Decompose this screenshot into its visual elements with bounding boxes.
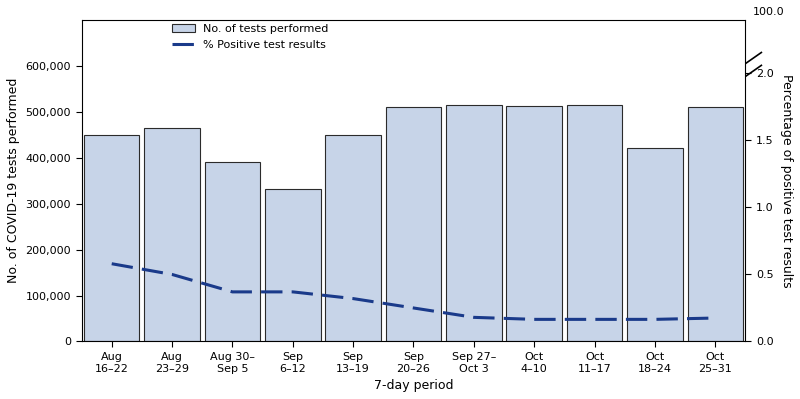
Bar [506, 106, 562, 342]
Text: 100.0: 100.0 [752, 7, 784, 17]
Bar [386, 107, 442, 342]
Bar [205, 162, 260, 342]
Y-axis label: Percentage of positive test results: Percentage of positive test results [780, 74, 793, 287]
Bar [84, 134, 139, 342]
Bar [566, 105, 622, 342]
Bar [265, 189, 321, 342]
Bar [326, 134, 381, 342]
Bar [446, 105, 502, 342]
Bar [687, 107, 743, 342]
Legend: No. of tests performed, % Positive test results: No. of tests performed, % Positive test … [168, 20, 334, 54]
Bar [627, 148, 682, 342]
Y-axis label: No. of COVID-19 tests performed: No. of COVID-19 tests performed [7, 78, 20, 283]
Bar [144, 128, 200, 342]
X-axis label: 7-day period: 7-day period [374, 379, 454, 392]
